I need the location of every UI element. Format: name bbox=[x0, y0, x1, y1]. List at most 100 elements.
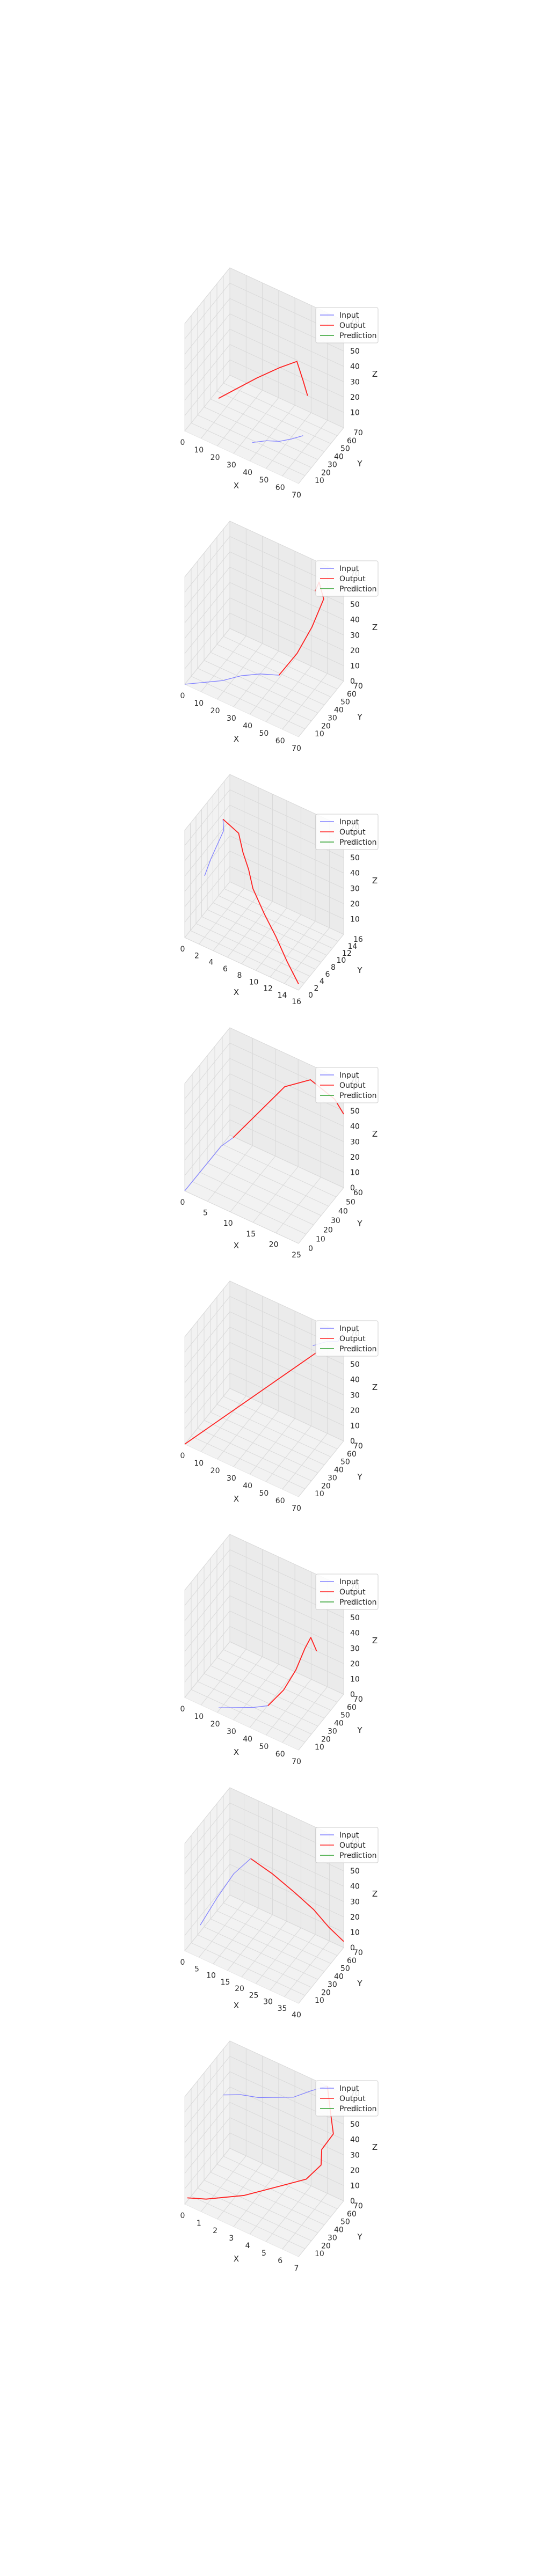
grid-line bbox=[184, 2102, 230, 2158]
legend-label-input: Input bbox=[339, 2084, 359, 2093]
x-tick-label: 30 bbox=[227, 714, 236, 723]
grid-line bbox=[184, 1595, 230, 1652]
x-tick-label: 15 bbox=[246, 1230, 256, 1239]
x-tick-label: 30 bbox=[227, 1728, 236, 1736]
grid-line bbox=[229, 1388, 344, 1441]
grid-line bbox=[184, 1027, 230, 1084]
grid-line bbox=[184, 1549, 230, 1606]
grid-line bbox=[214, 1153, 329, 1207]
grid-line bbox=[184, 804, 230, 861]
x-tick-label: 40 bbox=[292, 2011, 301, 2019]
y-tick-label: 10 bbox=[315, 1490, 324, 1498]
z-tick-label: 20 bbox=[350, 900, 360, 909]
x-axis-label: X bbox=[234, 987, 239, 997]
y-axis-label: Y bbox=[357, 1979, 362, 1988]
grid-line bbox=[192, 1181, 307, 1235]
y-tick-label: 14 bbox=[348, 942, 358, 951]
z-tick-label: 20 bbox=[350, 1660, 360, 1668]
grid-line bbox=[204, 1926, 318, 1980]
grid-line bbox=[184, 2133, 230, 2189]
grid-line bbox=[229, 1641, 344, 1695]
grid-line bbox=[191, 1942, 306, 1996]
legend-label-output: Output bbox=[339, 1081, 366, 1090]
x-tick-label: 30 bbox=[227, 1474, 236, 1483]
x-tick-label: 25 bbox=[292, 1251, 301, 1260]
z-tick-label: 30 bbox=[350, 1391, 360, 1400]
grid-line bbox=[184, 1894, 230, 1951]
grid-line bbox=[184, 628, 230, 685]
y-tick-label: 10 bbox=[315, 1996, 324, 2005]
legend-label-input: Input bbox=[339, 1071, 359, 1080]
x-tick-label: 0 bbox=[180, 1705, 185, 1714]
legend-box bbox=[315, 2080, 379, 2117]
y-tick-label: 0 bbox=[308, 991, 313, 1000]
y-tick-label: 10 bbox=[315, 1743, 324, 1752]
series-input-line bbox=[204, 819, 224, 876]
grid-line bbox=[256, 1927, 301, 1984]
grid-line bbox=[184, 1073, 230, 1130]
grid-line bbox=[229, 881, 344, 935]
z-axis-label: Z bbox=[372, 1129, 378, 1139]
z-tick-label: 20 bbox=[350, 1913, 360, 1922]
z-axis-label: Z bbox=[372, 2142, 378, 2152]
legend-label-input: Input bbox=[339, 1578, 359, 1586]
series-input-line bbox=[184, 1137, 234, 1191]
grid-line bbox=[229, 567, 344, 620]
grid-line bbox=[184, 866, 230, 923]
y-tick-label: 4 bbox=[320, 977, 324, 986]
grid-line bbox=[282, 420, 328, 477]
z-axis-label: Z bbox=[372, 876, 378, 885]
legend-label-output: Output bbox=[339, 1335, 366, 1343]
z-tick-label: 40 bbox=[350, 2136, 360, 2145]
x-tick-label: 2 bbox=[194, 952, 199, 960]
legend-label-prediction: Prediction bbox=[339, 585, 377, 594]
series-output-line bbox=[222, 818, 299, 984]
grid-line bbox=[223, 1649, 338, 1703]
y-tick-label: 30 bbox=[328, 1980, 337, 1989]
y-tick-label: 10 bbox=[337, 956, 346, 965]
grid-line bbox=[229, 866, 344, 919]
legend-label-output: Output bbox=[339, 828, 366, 837]
y-tick-label: 30 bbox=[328, 1474, 337, 1482]
y-tick-label: 30 bbox=[328, 714, 337, 722]
legend-label-output: Output bbox=[339, 321, 366, 330]
grid-line bbox=[184, 1104, 230, 1161]
grid-line bbox=[200, 635, 246, 692]
grid-line bbox=[266, 1679, 311, 1736]
y-tick-label: 50 bbox=[340, 1965, 350, 1973]
grid-line bbox=[298, 1440, 344, 1497]
grid-line bbox=[200, 382, 246, 439]
legend-label-input: Input bbox=[339, 1831, 359, 1840]
z-tick-label: 40 bbox=[350, 1123, 360, 1131]
grid-line bbox=[233, 1410, 279, 1467]
grid-line bbox=[184, 567, 230, 624]
grid-line bbox=[197, 414, 312, 468]
x-tick-label: 4 bbox=[209, 958, 214, 967]
x-tick-label: 30 bbox=[227, 461, 236, 470]
z-axis-label: Z bbox=[372, 1636, 378, 1645]
grid-line bbox=[229, 1372, 344, 1426]
y-tick-label: 30 bbox=[328, 460, 337, 469]
z-tick-label: 0 bbox=[350, 2197, 355, 2206]
grid-line bbox=[229, 1104, 344, 1158]
grid-line bbox=[204, 2179, 318, 2233]
z-tick-label: 30 bbox=[350, 631, 360, 640]
grid-line bbox=[298, 680, 344, 737]
z-tick-label: 10 bbox=[350, 1928, 360, 1937]
grid-line bbox=[184, 2148, 230, 2205]
x-axis-label: X bbox=[234, 2254, 239, 2264]
z-tick-label: 10 bbox=[350, 915, 360, 924]
y-tick-label: 6 bbox=[325, 970, 330, 979]
z-tick-label: 50 bbox=[350, 854, 360, 862]
x-tick-label: 4 bbox=[245, 2242, 250, 2250]
grid-line bbox=[184, 1190, 299, 1244]
grid-line bbox=[184, 283, 230, 339]
y-tick-label: 50 bbox=[346, 1198, 355, 1206]
chart-panel-6: 0102030405060701020304050607001020304050… bbox=[180, 1533, 379, 1766]
grid-line bbox=[223, 636, 338, 690]
grid-line bbox=[229, 597, 344, 651]
grid-line bbox=[229, 328, 344, 382]
grid-line bbox=[229, 1864, 344, 1918]
grid-line bbox=[217, 1656, 263, 1713]
